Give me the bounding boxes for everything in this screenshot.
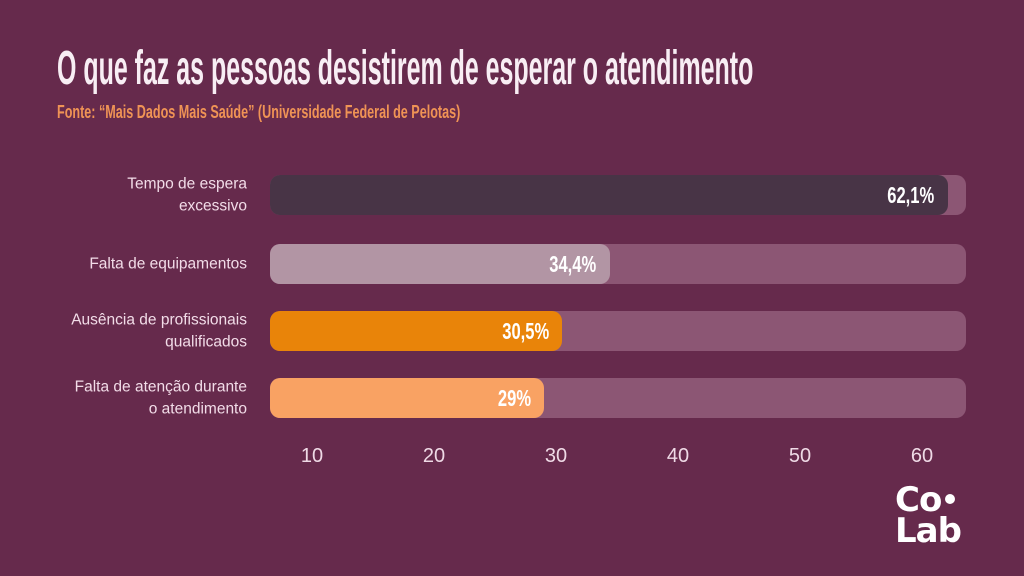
bar-category-label-line: Falta de atenção durante	[74, 378, 247, 396]
x-axis: 10 20 30 40 50 60	[270, 443, 966, 469]
bar-category-label-line: o atendimento	[148, 400, 247, 417]
x-tick-label: 20	[422, 445, 446, 467]
bar-fill: 29%	[270, 378, 544, 418]
bar-track: 62,1%	[270, 175, 966, 215]
logo-text-lab: Lab	[895, 511, 962, 551]
x-tick-label: 40	[666, 445, 690, 467]
bar-value-label: 29%	[497, 384, 531, 411]
x-tick-label: 10	[300, 445, 324, 467]
bar-row: Ausência de profissionais qualificados 30,…	[71, 311, 966, 351]
colab-logo: Co Lab	[895, 480, 962, 551]
bar-value-label: 34,4%	[549, 250, 597, 277]
chart-title: O que faz as pessoas desistirem de esper…	[57, 42, 754, 95]
bar-track: 30,5%	[270, 311, 966, 351]
bar-row: Falta de equipamentos 34,4%	[89, 244, 966, 284]
bar-category-label: Tempo de espera excessivo	[0, 174, 247, 217]
bar-row: Tempo de espera excessivo 62,1%	[127, 175, 966, 215]
bar-fill: 62,1%	[270, 175, 948, 215]
logo-line-co: Co	[895, 480, 961, 520]
bar-category-label-line: qualificados	[165, 333, 247, 350]
bar-chart: Tempo de espera excessivo 62,1% Falta de eq…	[71, 175, 966, 485]
bar-track: 34,4%	[270, 244, 966, 284]
bar-row: Falta de atenção durante o atendimento 29%	[75, 378, 966, 418]
chart-source: Fonte: “Mais Dados Mais Saúde” (Universi…	[57, 102, 461, 122]
bar-value-label: 62,1%	[887, 181, 935, 208]
bar-track: 29%	[270, 378, 966, 418]
bar-fill: 30,5%	[270, 311, 563, 351]
bar-category-label-line: Ausência de profissionais	[71, 311, 247, 329]
bar-fill: 34,4%	[270, 244, 610, 284]
x-tick-label: 50	[788, 445, 812, 467]
bar-category-label: Falta de equipamentos	[0, 253, 247, 275]
x-tick-label: 60	[910, 445, 934, 467]
bar-value-label: 30,5%	[502, 317, 550, 344]
logo-text-co: Co	[895, 480, 942, 520]
bar-category-label-line: Falta de equipamentos	[89, 255, 247, 273]
logo-dot-icon	[945, 494, 956, 504]
bar-category-label: Ausência de profissionais qualificados	[0, 310, 247, 353]
bar-category-label: Falta de atenção durante o atendimento	[0, 377, 247, 420]
bar-category-label-line: excessivo	[178, 197, 247, 214]
x-tick-label: 30	[544, 445, 568, 467]
bar-category-label-line: Tempo de espera	[127, 175, 247, 193]
